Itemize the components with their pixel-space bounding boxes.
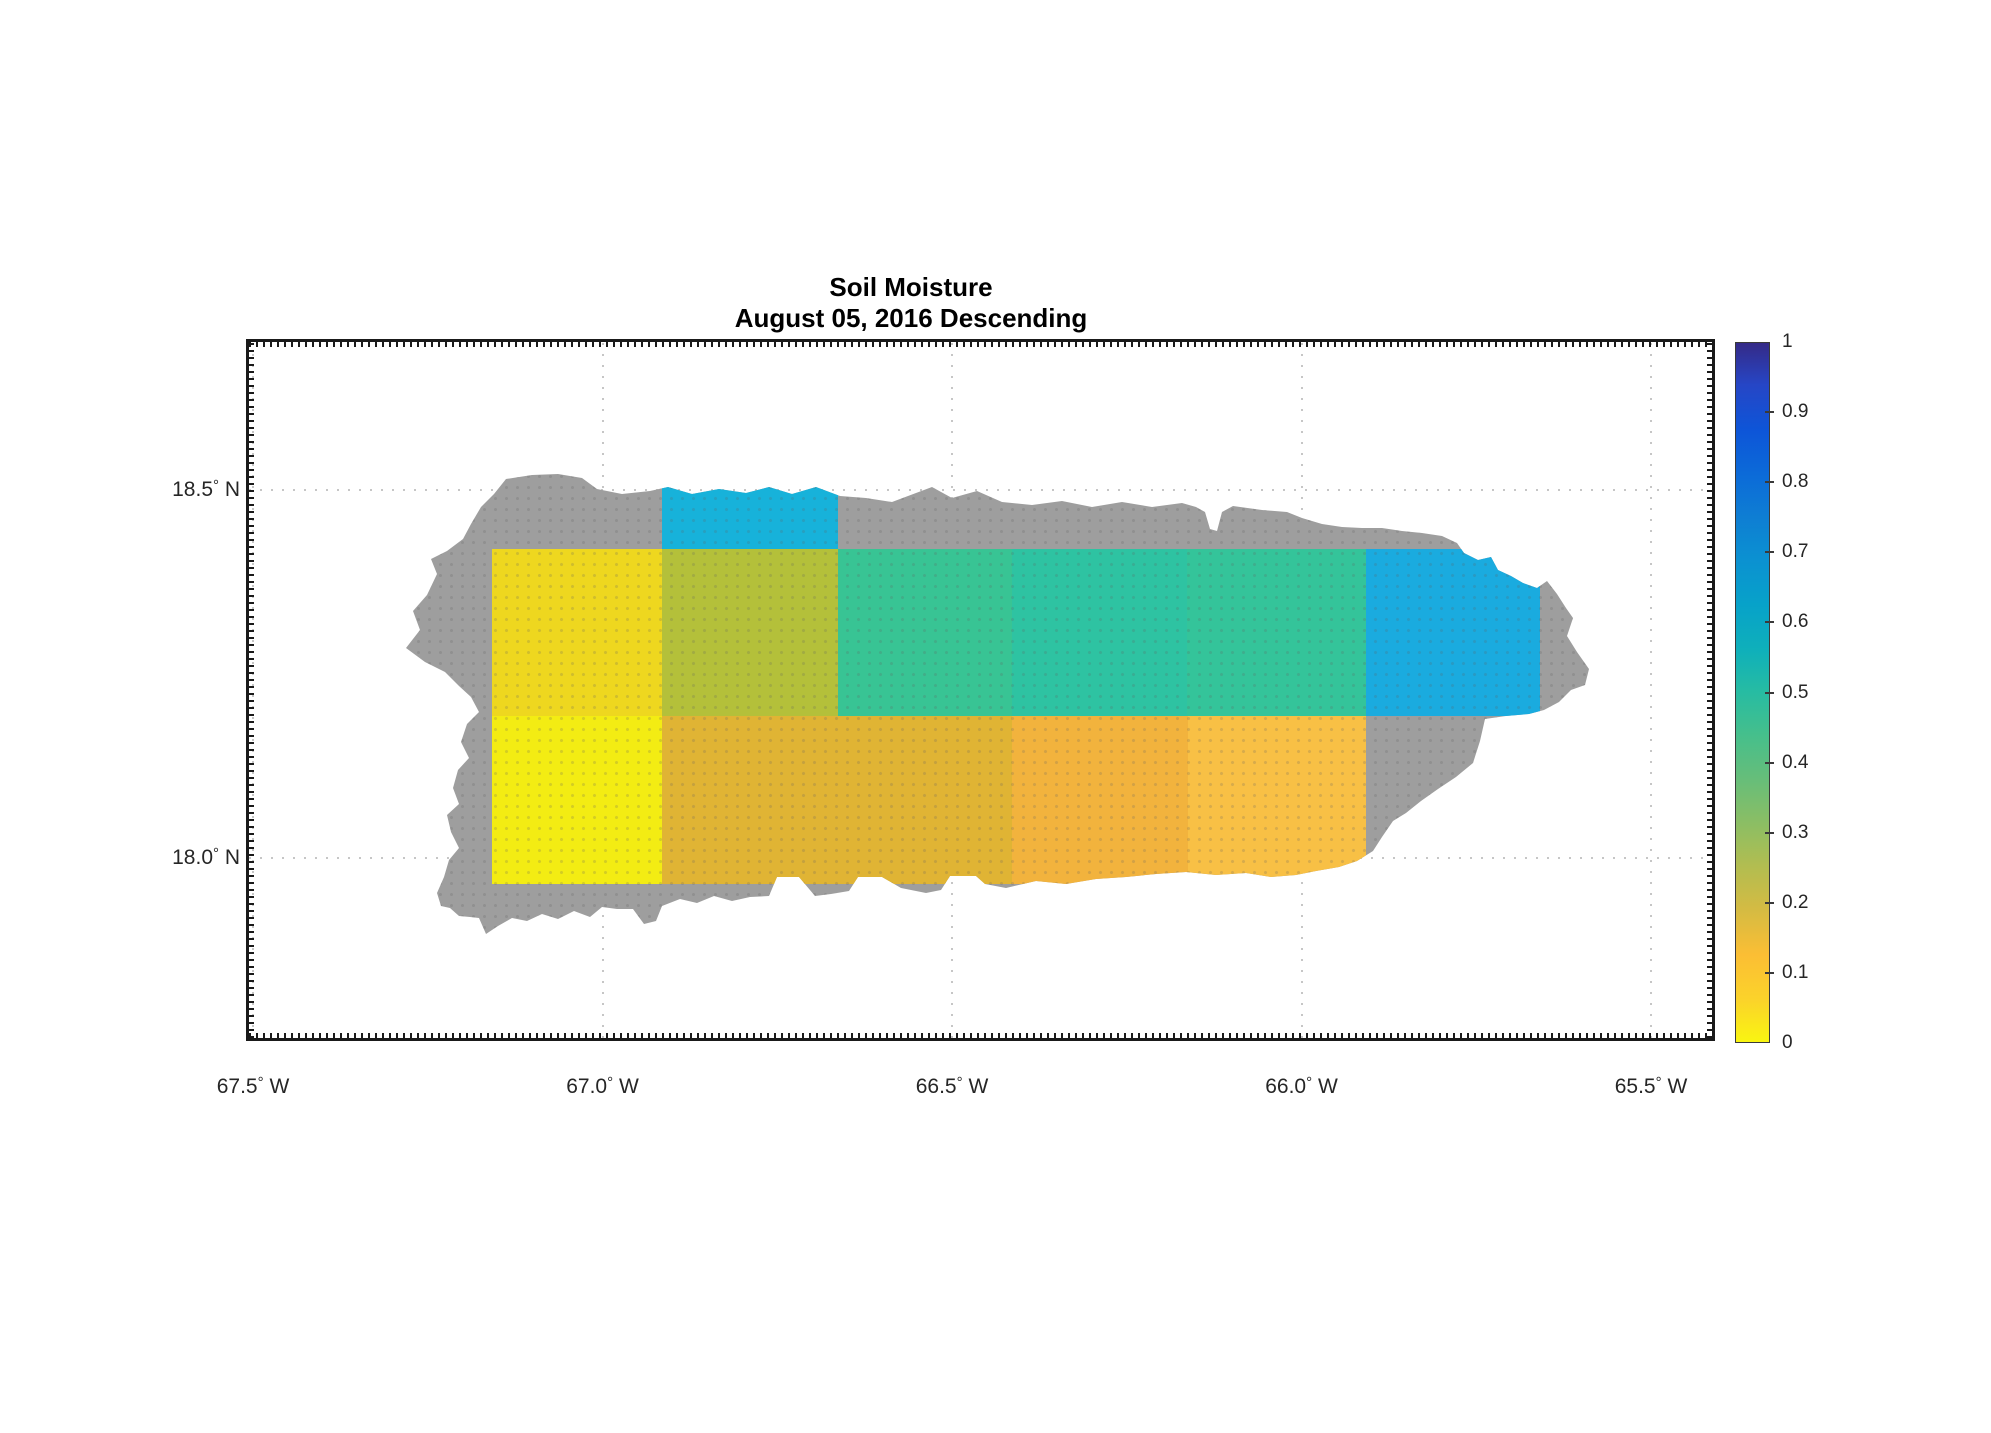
colorbar-tick-mark — [1765, 551, 1774, 554]
colorbar-tick-mark — [1765, 621, 1774, 624]
y-tick-label: 18.5° N — [172, 477, 240, 501]
colorbar-tick-mark — [1765, 691, 1774, 694]
x-tick-label: 66.5° W — [915, 1074, 989, 1098]
degree-symbol: ° — [1306, 1074, 1313, 1091]
colorbar-tick-label: 0.5 — [1782, 681, 1809, 703]
degree-symbol: ° — [257, 1074, 264, 1091]
soil-moisture-cell — [661, 715, 1013, 884]
colorbar-tick-mark — [1765, 971, 1774, 974]
colorbar-tick-mark — [1765, 901, 1774, 904]
gridline-horizontal — [249, 489, 1712, 491]
x-tick-label: 67.5° W — [216, 1074, 290, 1098]
degree-symbol: ° — [213, 477, 219, 494]
soil-moisture-cell — [1187, 715, 1366, 884]
soil-moisture-cell — [661, 548, 839, 716]
x-tick-label: 67.0° W — [566, 1074, 639, 1098]
soil-moisture-cell — [1365, 548, 1540, 716]
colorbar-tick-label: 0.2 — [1782, 891, 1809, 913]
colorbar-tick-label: 0 — [1782, 1032, 1793, 1053]
chart-title-line2: August 05, 2016 Descending — [734, 303, 1088, 333]
soil-moisture-cell — [1012, 715, 1188, 884]
colorbar-tick-label: 0.1 — [1782, 961, 1809, 983]
colorbar-tick-mark — [1765, 831, 1774, 834]
colorbar-tick-mark — [1765, 761, 1774, 764]
chart-title-line1: Soil Moisture — [829, 272, 993, 302]
soil-moisture-cell — [492, 715, 662, 884]
x-tick-label: 66.0° W — [1265, 1074, 1338, 1098]
colorbar-tick-mark — [1765, 481, 1774, 484]
degree-symbol: ° — [213, 845, 219, 862]
soil-moisture-cell — [1012, 548, 1187, 716]
degree-symbol: ° — [607, 1074, 614, 1091]
y-tick-label: 18.0° N — [172, 845, 240, 869]
gridline-vertical — [1650, 342, 1652, 1038]
degree-symbol: ° — [956, 1074, 963, 1091]
soil-moisture-cell — [492, 548, 662, 716]
colorbar-tick-label: 0.3 — [1782, 821, 1809, 843]
colorbar-tick-label: 0.9 — [1782, 401, 1809, 423]
soil-moisture-cell — [838, 548, 1013, 716]
chart-title: Soil Moisture August 05, 2016 Descending — [735, 272, 1088, 334]
colorbar-tick-label: 0.8 — [1782, 471, 1809, 493]
colorbar-tick-label: 0.4 — [1782, 751, 1809, 773]
gridline-vertical — [252, 342, 254, 1038]
colorbar-tick-label: 0.7 — [1782, 541, 1809, 563]
soil-moisture-cell — [1186, 548, 1366, 716]
degree-symbol: ° — [1655, 1074, 1662, 1091]
colorbar-tick-mark — [1765, 411, 1774, 414]
x-tick-label: 65.5° W — [1614, 1074, 1688, 1098]
colorbar-tick-label: 0.6 — [1782, 611, 1809, 633]
colorbar-tick-label: 1 — [1782, 331, 1793, 352]
